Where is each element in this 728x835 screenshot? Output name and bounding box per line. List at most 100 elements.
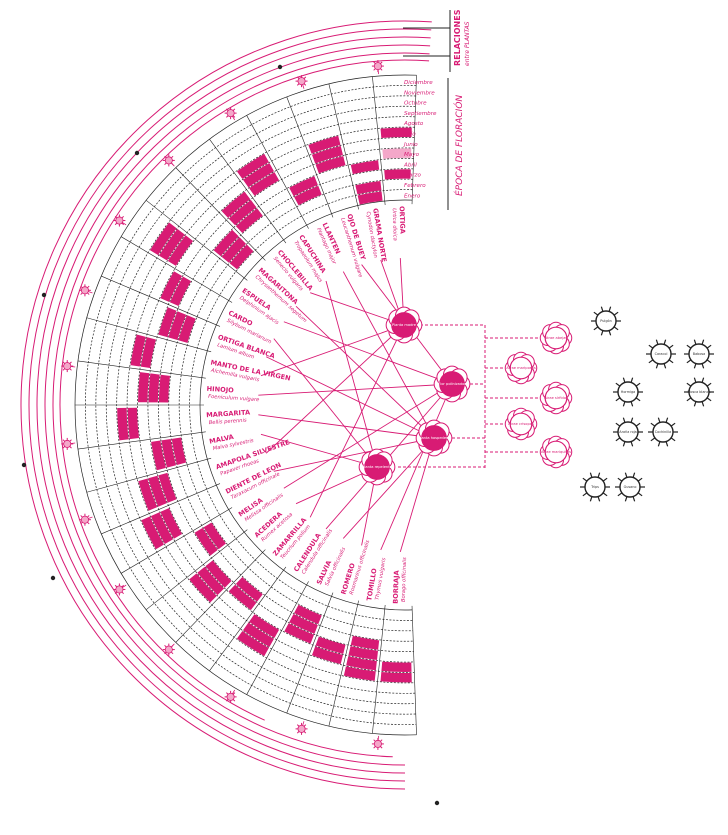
grid-spoke bbox=[175, 549, 266, 643]
bloom-cell bbox=[221, 191, 251, 218]
junction-dot bbox=[41, 292, 47, 298]
grid-spoke bbox=[286, 96, 334, 218]
bloom-cell bbox=[158, 374, 171, 403]
node-label: Atrae abejas bbox=[545, 336, 568, 340]
bloom-cell bbox=[350, 160, 380, 175]
node-label: Atrae mariquitas bbox=[541, 450, 571, 454]
bloom-cell bbox=[205, 560, 232, 588]
month-label: Mayo bbox=[404, 152, 420, 158]
node-label: Atrae sírfidos bbox=[544, 396, 568, 400]
bloom-cell bbox=[289, 176, 318, 197]
side-node[interactable]: Atrae crisopas bbox=[504, 407, 538, 441]
pest-node[interactable]: Hormiga bbox=[613, 377, 643, 407]
grid-spoke bbox=[145, 200, 248, 281]
relation-line bbox=[342, 437, 435, 539]
bloom-cell bbox=[355, 181, 382, 195]
bloom-cell bbox=[194, 527, 218, 556]
bloom-cell bbox=[130, 334, 146, 367]
grid-spoke bbox=[286, 592, 334, 714]
bloom-cell bbox=[228, 584, 257, 611]
bloom-cell bbox=[311, 646, 343, 665]
flower-icon bbox=[162, 154, 175, 167]
pest-node[interactable]: Pulgón bbox=[591, 306, 621, 336]
month-label: Febrero bbox=[404, 183, 426, 189]
bloom-cells bbox=[117, 127, 412, 683]
epoca-legend: ÉPOCA DE FLORACIÓN Diciembre Noviembre Oct… bbox=[403, 78, 465, 210]
pest-node[interactable]: Babosa bbox=[684, 339, 714, 369]
grid-spoke bbox=[120, 236, 233, 303]
month-label: Enero bbox=[404, 193, 421, 199]
bloom-cell bbox=[148, 475, 167, 507]
month-label: Noviembre bbox=[404, 90, 435, 96]
flower-icon bbox=[224, 690, 237, 703]
bloom-cell bbox=[158, 472, 177, 503]
pest-node[interactable]: Mosca blanca bbox=[684, 377, 714, 407]
pest-node[interactable]: Caracol bbox=[646, 339, 676, 369]
plant-scientific-name: Bellis perennis bbox=[209, 418, 248, 427]
junction-dot bbox=[434, 800, 440, 806]
pest-node[interactable]: Cochinilla bbox=[648, 417, 678, 447]
plant-label: BORRAJA Borago officinalis bbox=[392, 557, 409, 604]
relaciones-legend: RELACIONES entre PLANTAS bbox=[403, 9, 471, 72]
bracket-arc bbox=[36, 36, 431, 774]
bloom-cell bbox=[150, 512, 174, 544]
pest-node[interactable]: Araña roja bbox=[613, 417, 643, 447]
bloom-cell bbox=[117, 407, 129, 441]
relation-line bbox=[265, 356, 435, 439]
month-label: Abril bbox=[403, 162, 417, 168]
grid-spoke bbox=[77, 360, 206, 379]
side-node[interactable]: Atrae mariposas bbox=[504, 351, 538, 385]
pest-label: Caracol bbox=[655, 352, 668, 356]
pest-label: Mosca blanca bbox=[687, 390, 710, 394]
bloom-cell bbox=[228, 199, 257, 226]
grid-spoke bbox=[175, 167, 266, 261]
side-node[interactable]: Atrae sírfidos bbox=[539, 381, 573, 415]
bloom-cell bbox=[308, 135, 341, 154]
grid-spoke bbox=[77, 431, 206, 450]
junction-dot bbox=[50, 575, 56, 581]
plant-name: BORRAJA bbox=[392, 569, 401, 604]
bloom-cell bbox=[343, 666, 376, 681]
bloom-cell bbox=[167, 235, 194, 266]
relation-line bbox=[258, 414, 435, 439]
node-label: Flor polinizador bbox=[438, 382, 466, 386]
side-node[interactable]: Atrae mariquitas bbox=[539, 435, 573, 469]
bracket-arc bbox=[28, 28, 432, 782]
hub-node[interactable]: Flor polinizador bbox=[433, 365, 471, 403]
bloom-cell bbox=[294, 185, 322, 206]
grid-spoke bbox=[209, 138, 287, 244]
bloom-cell bbox=[178, 315, 196, 343]
grid-spoke bbox=[209, 566, 287, 672]
junction-dot bbox=[21, 462, 27, 468]
bloom-cell bbox=[169, 276, 192, 307]
relation-line bbox=[273, 338, 378, 468]
grid-spoke bbox=[411, 605, 417, 735]
hub-node[interactable]: Planta madre bbox=[385, 306, 423, 344]
bloom-cell bbox=[235, 577, 263, 602]
relation-line bbox=[283, 383, 453, 489]
flower-icon bbox=[78, 513, 91, 526]
flower-icon bbox=[61, 437, 74, 450]
hub-node[interactable]: Planta repelente bbox=[358, 448, 396, 486]
bloom-cell bbox=[158, 307, 177, 338]
bloom-cell bbox=[160, 508, 183, 539]
junction-dot bbox=[134, 150, 140, 156]
grid-ring bbox=[105, 105, 416, 705]
month-label: Agosto bbox=[403, 121, 424, 127]
pest-node[interactable]: Gusano bbox=[615, 472, 645, 502]
month-label: Junio bbox=[403, 142, 418, 148]
side-node[interactable]: Atrae abejas bbox=[539, 321, 573, 355]
relation-line bbox=[380, 383, 453, 551]
plant-name: ORTIGA bbox=[398, 206, 407, 235]
bloom-cell bbox=[213, 229, 239, 257]
month-label: Octubre bbox=[404, 101, 427, 107]
flower-icon bbox=[371, 737, 384, 750]
relation-nodes: Planta madre Flor polinizador Planta hospe… bbox=[358, 306, 714, 502]
pest-node[interactable]: Trips bbox=[580, 472, 610, 502]
hub-node[interactable]: Planta hospedera bbox=[415, 419, 453, 457]
